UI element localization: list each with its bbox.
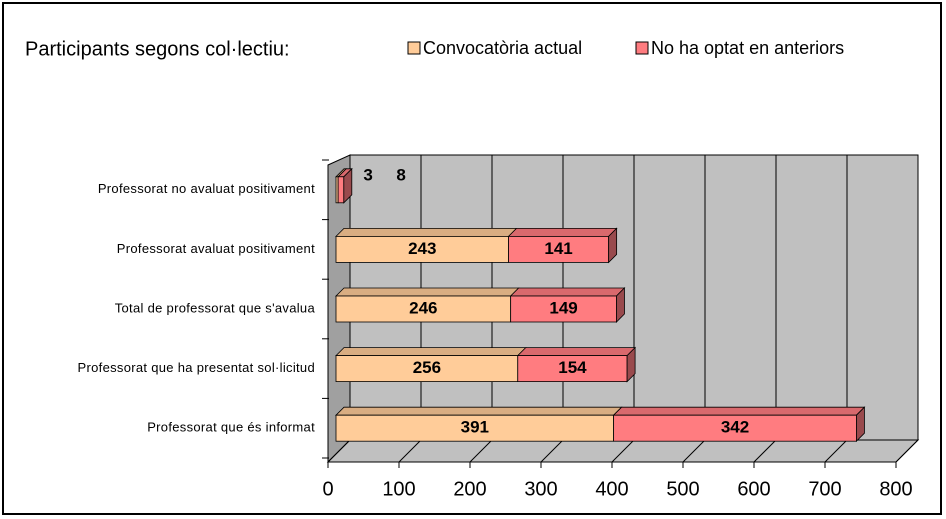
bar-top — [335, 347, 527, 357]
value-label: 246 — [409, 298, 437, 317]
bar — [509, 287, 626, 323]
value-label: 342 — [721, 418, 749, 437]
y-tick-label: Professorat que ha presentat sol·licitud — [78, 360, 315, 375]
y-tick-label: Professorat que és informat — [147, 420, 315, 435]
bar — [516, 346, 637, 383]
bar-top — [335, 406, 623, 416]
bar-end — [856, 406, 865, 443]
value-label: 3 — [363, 165, 372, 184]
bar-top — [509, 287, 626, 297]
value-label: 141 — [544, 239, 572, 258]
floor-grid-line — [540, 439, 564, 463]
bar-top — [335, 287, 520, 297]
y-tick-label: Professorat avaluat positivament — [117, 241, 315, 256]
floor-grid-line — [824, 439, 848, 463]
floor-grid-line — [611, 439, 635, 463]
bar-top — [516, 347, 637, 357]
chart-title: Participants segons col·lectiu: — [25, 38, 290, 60]
floor-grid-line — [398, 439, 422, 463]
bar-front — [335, 414, 615, 442]
legend-swatch — [635, 41, 649, 55]
x-tick-label: 200 — [453, 478, 486, 500]
floor-grid-line — [753, 439, 777, 463]
value-label: 149 — [549, 298, 577, 317]
value-label: 243 — [408, 239, 436, 258]
y-tick-label: Total de professorat que s'avalua — [115, 300, 316, 315]
legend-label: No ha optat en anteriors — [651, 38, 844, 58]
bar-front — [517, 355, 628, 383]
bar-top — [612, 406, 866, 416]
bar-end — [608, 227, 618, 264]
bar-top — [335, 227, 518, 237]
bar — [335, 406, 623, 442]
bar-front — [335, 295, 512, 323]
bar-top — [507, 227, 618, 237]
x-tick-label: 300 — [524, 478, 557, 500]
value-label: 256 — [413, 358, 441, 377]
bar — [507, 227, 618, 264]
x-tick-label: 800 — [879, 478, 912, 500]
floor-grid-line — [327, 439, 351, 463]
floor-grid-line — [469, 439, 493, 463]
floor-grid-line — [682, 439, 706, 463]
legend-label: Convocatòria actual — [423, 38, 582, 58]
bar-front — [613, 414, 857, 442]
bar — [337, 167, 353, 204]
legend-swatch — [407, 41, 421, 55]
x-tick-label: 100 — [382, 478, 415, 500]
x-tick-label: 600 — [737, 478, 770, 500]
value-label: 8 — [396, 165, 405, 184]
bar-end — [616, 287, 625, 323]
bar-end — [343, 167, 353, 204]
x-tick-label: 0 — [322, 478, 333, 500]
bar — [335, 227, 518, 263]
bar-front — [337, 176, 345, 204]
bar-front — [508, 235, 610, 263]
value-label: 391 — [461, 418, 489, 437]
x-tick-label: 500 — [666, 478, 699, 500]
value-label: 154 — [558, 358, 587, 377]
bar — [612, 406, 866, 443]
y-tick-label: Professorat no avaluat positivament — [98, 181, 315, 196]
bar-front — [510, 295, 617, 323]
bar-end — [626, 346, 636, 383]
bar-front — [335, 235, 509, 263]
floor-grid-line — [895, 439, 919, 463]
bar — [335, 287, 520, 323]
x-tick-label: 400 — [595, 478, 628, 500]
x-tick-label: 700 — [808, 478, 841, 500]
